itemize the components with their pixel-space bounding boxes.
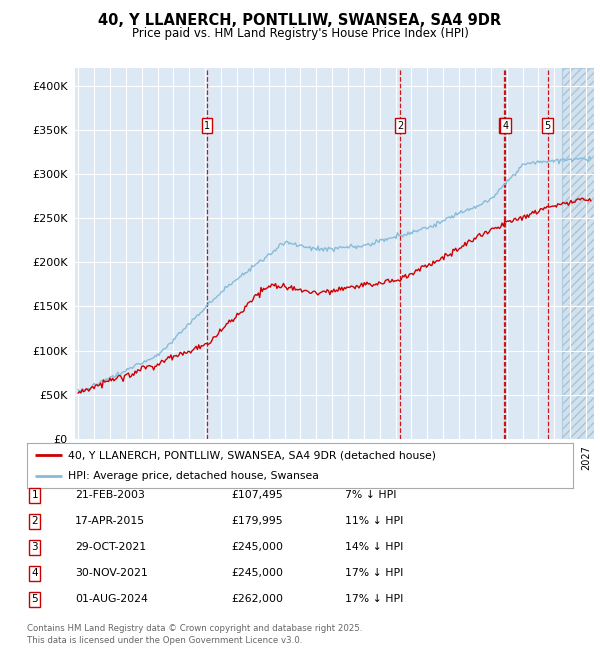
Text: £179,995: £179,995: [231, 516, 283, 526]
Text: 2: 2: [397, 121, 403, 131]
Text: 40, Y LLANERCH, PONTLLIW, SWANSEA, SA4 9DR (detached house): 40, Y LLANERCH, PONTLLIW, SWANSEA, SA4 9…: [68, 450, 436, 460]
Text: £107,495: £107,495: [231, 490, 283, 501]
Text: 1: 1: [204, 121, 210, 131]
Text: £245,000: £245,000: [231, 542, 283, 552]
Text: 21-FEB-2003: 21-FEB-2003: [75, 490, 145, 501]
Text: 17% ↓ HPI: 17% ↓ HPI: [345, 594, 403, 604]
Bar: [562, 68, 594, 439]
Text: 4: 4: [502, 121, 508, 131]
Text: 17-APR-2015: 17-APR-2015: [75, 516, 145, 526]
Bar: [562, 68, 594, 439]
Text: 2: 2: [31, 516, 38, 526]
Text: 5: 5: [31, 594, 38, 604]
Text: £245,000: £245,000: [231, 568, 283, 578]
Text: 1: 1: [31, 490, 38, 501]
Text: 30-NOV-2021: 30-NOV-2021: [75, 568, 148, 578]
Text: HPI: Average price, detached house, Swansea: HPI: Average price, detached house, Swan…: [68, 471, 319, 480]
Text: £262,000: £262,000: [231, 594, 283, 604]
Text: 4: 4: [31, 568, 38, 578]
Text: 01-AUG-2024: 01-AUG-2024: [75, 594, 148, 604]
Text: 11% ↓ HPI: 11% ↓ HPI: [345, 516, 403, 526]
Text: 7% ↓ HPI: 7% ↓ HPI: [345, 490, 397, 501]
Text: Contains HM Land Registry data © Crown copyright and database right 2025.
This d: Contains HM Land Registry data © Crown c…: [27, 624, 362, 645]
Text: 3: 3: [31, 542, 38, 552]
Text: 14% ↓ HPI: 14% ↓ HPI: [345, 542, 403, 552]
Text: 29-OCT-2021: 29-OCT-2021: [75, 542, 146, 552]
Text: 17% ↓ HPI: 17% ↓ HPI: [345, 568, 403, 578]
Text: 3: 3: [501, 121, 507, 131]
Text: 5: 5: [545, 121, 551, 131]
Text: Price paid vs. HM Land Registry's House Price Index (HPI): Price paid vs. HM Land Registry's House …: [131, 27, 469, 40]
Text: 40, Y LLANERCH, PONTLLIW, SWANSEA, SA4 9DR: 40, Y LLANERCH, PONTLLIW, SWANSEA, SA4 9…: [98, 13, 502, 28]
